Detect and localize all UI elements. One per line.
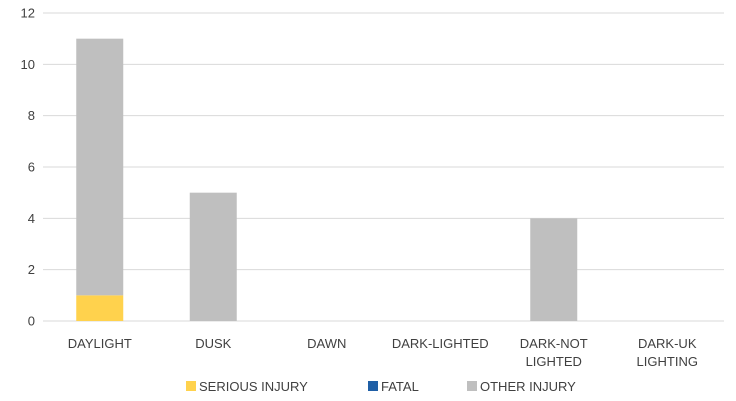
- legend-swatch: [368, 381, 378, 391]
- x-category-label: DAYLIGHT: [68, 336, 132, 351]
- y-tick-label: 4: [28, 211, 35, 226]
- y-tick-label: 2: [28, 262, 35, 277]
- x-category-label: LIGHTING: [637, 354, 698, 369]
- x-category-label: DUSK: [195, 336, 231, 351]
- legend-label: SERIOUS INJURY: [199, 379, 308, 394]
- bar-serious-injury: [76, 295, 124, 321]
- x-category-label: DARK-LIGHTED: [392, 336, 489, 351]
- y-tick-label: 10: [21, 57, 35, 72]
- y-tick-label: 8: [28, 108, 35, 123]
- y-tick-label: 6: [28, 160, 35, 175]
- x-category-label: LIGHTED: [526, 354, 582, 369]
- x-category-label: DAWN: [307, 336, 346, 351]
- x-category-label: DARK-UK: [638, 336, 697, 351]
- bars: [76, 38, 578, 321]
- bar-other-injury: [530, 218, 578, 321]
- legend-swatch: [467, 381, 477, 391]
- x-axis-labels: DAYLIGHT DUSK DAWN DARK-LIGHTED DARK-NOT LIGH…: [68, 336, 698, 369]
- bar-other-injury: [76, 38, 124, 296]
- y-tick-label: 0: [28, 314, 35, 329]
- gridlines: [43, 12, 724, 322]
- y-tick-label: 12: [21, 6, 35, 21]
- legend-label: OTHER INJURY: [480, 379, 576, 394]
- bar-other-injury: [189, 192, 237, 321]
- legend-label: FATAL: [381, 379, 419, 394]
- legend: SERIOUS INJURY FATAL OTHER INJURY: [186, 379, 576, 394]
- legend-swatch: [186, 381, 196, 391]
- x-category-label: DARK-NOT: [520, 336, 588, 351]
- y-axis-ticks: 0 2 4 6 8 10 12: [21, 6, 35, 329]
